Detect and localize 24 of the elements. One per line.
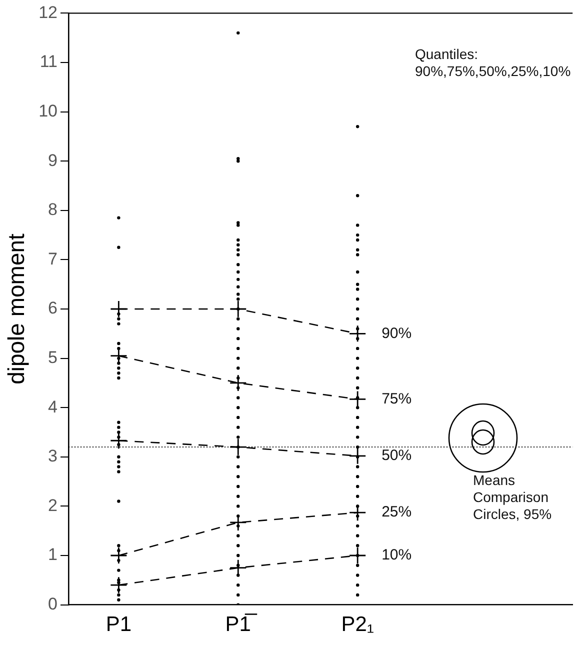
y-tick-label: 6	[48, 298, 58, 318]
text: Means Comparison Circles, 95%	[473, 472, 552, 523]
y-tick-label: 4	[48, 397, 58, 416]
y-tick-label: 10	[38, 101, 58, 120]
y-tick-label: 3	[48, 446, 58, 466]
y-tick-label: 5	[48, 348, 58, 367]
y-tick-label: 9	[48, 150, 58, 170]
x-tick-label: P2₁	[341, 613, 374, 636]
annotation: 10%	[382, 546, 412, 564]
y-tick-label: 12	[38, 2, 58, 22]
y-tick-label: 8	[48, 200, 58, 220]
y-tick-label: 11	[40, 52, 58, 72]
annotation: 25%	[382, 504, 412, 521]
x-tick-label: P1̅	[225, 613, 258, 636]
y-tick-label: 7	[48, 249, 58, 268]
annotation: Quantiles: 90%,75%,50%,25%,10%	[415, 46, 571, 80]
x-tick-label: P1	[106, 613, 132, 636]
annotation: 50%	[382, 447, 412, 464]
y-tick-label: 1	[48, 545, 58, 564]
y-axis-title: dipole moment	[3, 232, 30, 384]
annotation: 75%	[382, 390, 412, 408]
annotation: 90%	[382, 324, 412, 342]
y-tick-label: 2	[48, 496, 58, 515]
y-tick-label: 0	[48, 594, 58, 614]
